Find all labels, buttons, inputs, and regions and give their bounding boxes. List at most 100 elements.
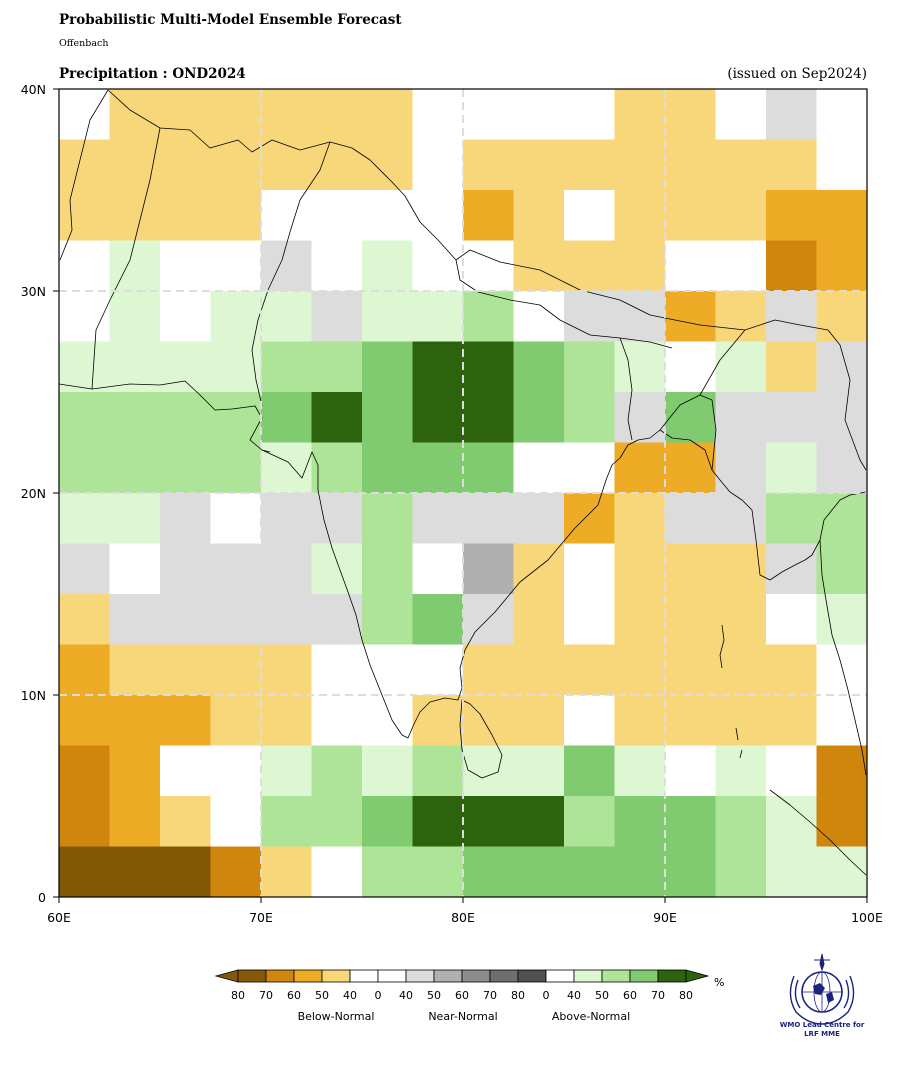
forecast-cell (715, 493, 767, 544)
colorbar-tick-label: 40 (567, 989, 581, 1002)
colorbar-tick-label: 40 (343, 989, 357, 1002)
forecast-cell (412, 139, 464, 191)
forecast-cell (362, 291, 413, 342)
forecast-cell (311, 442, 363, 494)
forecast-cell (59, 695, 110, 746)
forecast-cell (261, 240, 312, 292)
forecast-cell (513, 846, 565, 898)
forecast-cell (614, 89, 666, 140)
colorbar-tick-label: 60 (287, 989, 301, 1002)
forecast-cell (160, 846, 211, 898)
issued-date: (issued on Sep2024) (727, 66, 867, 82)
forecast-cell (665, 190, 716, 241)
forecast-cell (766, 846, 817, 898)
colorbar-tick-label: 0 (543, 989, 550, 1002)
forecast-cell (614, 543, 666, 595)
forecast-cell (311, 594, 363, 645)
forecast-cell (564, 644, 615, 696)
forecast-cell (766, 442, 817, 494)
forecast-cell (210, 89, 262, 140)
forecast-cell (766, 190, 817, 241)
forecast-cell (109, 796, 161, 847)
forecast-cell (261, 594, 312, 645)
forecast-cell (513, 240, 565, 292)
forecast-cell (766, 341, 817, 393)
forecast-cell (210, 493, 262, 544)
forecast-cell (109, 594, 161, 645)
border-myanmar (699, 319, 867, 471)
forecast-cell (816, 644, 868, 696)
forecast-cell (59, 442, 110, 494)
gridlines (59, 89, 867, 897)
nicobar-islands (735, 727, 743, 759)
forecast-cell (311, 745, 363, 797)
forecast-cell (463, 644, 514, 696)
forecast-cell (665, 644, 716, 696)
forecast-cell (210, 846, 262, 898)
forecast-cell (816, 392, 868, 443)
forecast-cell (160, 240, 211, 292)
forecast-cell (715, 695, 767, 746)
forecast-cell (513, 644, 565, 696)
xtick-label-100: 100E (851, 910, 883, 925)
forecast-cell (261, 493, 312, 544)
forecast-cell (564, 493, 615, 544)
border-north (107, 89, 673, 349)
forecast-cell (160, 139, 211, 191)
forecast-cell (715, 392, 767, 443)
forecast-cell (816, 442, 868, 494)
forecast-cell (715, 644, 767, 696)
forecast-cell (210, 543, 262, 595)
coastline-malay (819, 539, 867, 776)
forecast-cell (210, 644, 262, 696)
forecast-cell (412, 695, 464, 746)
forecast-cell (463, 89, 514, 140)
forecast-cell (715, 594, 767, 645)
forecast-cell (59, 190, 110, 241)
forecast-cell (160, 392, 211, 443)
colorbar-tick-label: 70 (483, 989, 497, 1002)
forecast-cell (261, 291, 312, 342)
forecast-cell (564, 190, 615, 241)
forecast-cell (311, 846, 363, 898)
forecast-cell (261, 190, 312, 241)
forecast-cell (160, 442, 211, 494)
forecast-cell (463, 745, 514, 797)
forecast-cell (210, 442, 262, 494)
forecast-cell (513, 796, 565, 847)
colorbar-cells (214, 969, 710, 983)
forecast-cell (463, 594, 514, 645)
forecast-cell (564, 392, 615, 443)
forecast-cell (564, 594, 615, 645)
forecast-cell (715, 796, 767, 847)
forecast-cell (463, 442, 514, 494)
forecast-cell (665, 139, 716, 191)
colorbar-tick-label: 80 (511, 989, 525, 1002)
forecast-cell (59, 240, 110, 292)
forecast-cell (160, 543, 211, 595)
forecast-cell (362, 190, 413, 241)
forecast-cell (311, 543, 363, 595)
colorbar-tick-label: 80 (231, 989, 245, 1002)
colorbar-cell (461, 969, 491, 983)
colorbar-cell (349, 969, 379, 983)
forecast-cell (513, 543, 565, 595)
forecast-cell (816, 139, 868, 191)
colorbar-legend: 80 70 60 50 40 0 40 50 60 70 80 0 40 50 60 70 80 % Below… (214, 969, 724, 1023)
forecast-cell (665, 89, 716, 140)
forecast-cell (766, 745, 817, 797)
forecast-cell (210, 291, 262, 342)
forecast-cell (463, 846, 514, 898)
colorbar-tick-label: 40 (399, 989, 413, 1002)
axis-ticks (53, 88, 868, 903)
colorbar-cell (405, 969, 435, 983)
forecast-cell (816, 846, 868, 898)
page-title: Probabilistic Multi-Model Ensemble Forec… (59, 12, 402, 28)
colorbar-tick-label: 50 (595, 989, 609, 1002)
legend-above-normal: Above-Normal (552, 1010, 630, 1023)
forecast-cell (59, 543, 110, 595)
forecast-map: 60E 70E 80E 90E 100E 40N 30N 20N 10N 0 (21, 82, 883, 925)
colorbar-cell (237, 969, 267, 983)
forecast-cell (109, 190, 161, 241)
forecast-cell (665, 543, 716, 595)
